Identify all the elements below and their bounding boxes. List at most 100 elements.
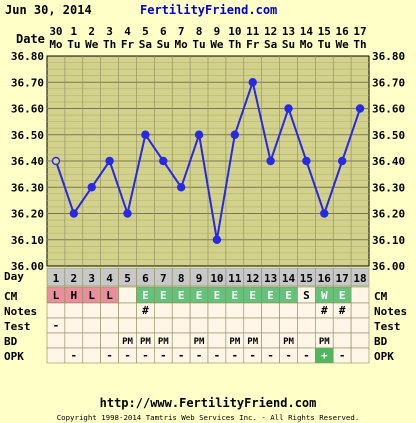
date-tick-label: 12 bbox=[264, 25, 277, 38]
notes-cell bbox=[82, 302, 101, 319]
y-tick-label-left: 36.50 bbox=[11, 129, 44, 142]
date-tick-label: 9 bbox=[214, 25, 221, 38]
test-cell bbox=[64, 317, 84, 334]
opk-row-label: OPK bbox=[4, 350, 24, 363]
day-value: 2 bbox=[71, 272, 78, 285]
notes-cell bbox=[100, 302, 119, 319]
notes-value: # bbox=[142, 304, 149, 317]
cm-value: E bbox=[285, 289, 292, 302]
day-value: 16 bbox=[318, 272, 332, 285]
notes-value: # bbox=[339, 304, 346, 317]
bd-cell bbox=[46, 332, 66, 349]
day-value: 9 bbox=[196, 272, 203, 285]
opk-cell bbox=[82, 347, 101, 364]
test-value: - bbox=[53, 319, 60, 332]
day-value: 10 bbox=[210, 272, 223, 285]
weekday-tick-label: Tu bbox=[192, 38, 205, 51]
bd-cell bbox=[171, 332, 191, 349]
y-tick-label-right: 36.40 bbox=[372, 155, 405, 168]
temperature-series bbox=[51, 78, 365, 244]
opk-value: - bbox=[232, 349, 239, 362]
weekday-tick-label: Sa bbox=[139, 38, 152, 51]
notes-value: # bbox=[321, 304, 328, 317]
y-tick-label-left: 36.10 bbox=[11, 234, 44, 247]
temperature-grid: 30Mo1Tu2We3Th4Fr5Sa6Su7Mo8Tu9We10Th11Fr1… bbox=[11, 25, 405, 273]
y-tick-label-right: 36.00 bbox=[372, 260, 405, 273]
opk-value: - bbox=[142, 349, 149, 362]
date-tick-label: 17 bbox=[353, 25, 366, 38]
day-value: 18 bbox=[353, 272, 366, 285]
cm-value: E bbox=[232, 289, 239, 302]
day-value: 8 bbox=[178, 272, 185, 285]
y-tick-label-left: 36.80 bbox=[11, 50, 44, 63]
cm-cell bbox=[350, 286, 370, 304]
date-tick-label: 15 bbox=[318, 25, 331, 38]
temperature-point bbox=[230, 130, 240, 139]
test-cell bbox=[118, 317, 137, 334]
temperature-point bbox=[87, 183, 96, 192]
test-cell bbox=[225, 317, 245, 334]
opk-value: + bbox=[321, 349, 328, 362]
weekday-tick-label: Tu bbox=[67, 38, 80, 51]
notes-cell bbox=[243, 302, 262, 319]
y-tick-label-right: 36.30 bbox=[372, 181, 405, 194]
date-tick-label: 2 bbox=[88, 25, 95, 38]
bd-value: PM bbox=[158, 337, 169, 347]
y-tick-label-right: 36.10 bbox=[372, 234, 405, 247]
weekday-tick-label: Mo bbox=[300, 38, 314, 51]
opk-value: - bbox=[71, 349, 78, 362]
test-cell bbox=[315, 317, 334, 334]
temperature-point bbox=[355, 104, 365, 113]
opk-value: - bbox=[303, 349, 310, 362]
bd-value: PM bbox=[122, 337, 133, 347]
day-value: 14 bbox=[282, 272, 296, 285]
weekday-tick-label: We bbox=[336, 38, 350, 51]
weekday-tick-label: Fr bbox=[246, 38, 260, 51]
y-tick-label-right: 36.80 bbox=[372, 50, 405, 63]
day-value: 6 bbox=[142, 272, 149, 285]
y-tick-label-right: 36.50 bbox=[372, 129, 405, 142]
weekday-tick-label: Mo bbox=[175, 38, 189, 51]
day-value: 13 bbox=[264, 272, 277, 285]
notes-cell bbox=[46, 302, 66, 319]
y-tick-label-left: 36.20 bbox=[11, 208, 44, 221]
day-value: 12 bbox=[246, 272, 259, 285]
bd-cell bbox=[297, 332, 316, 349]
bd-row-label: BD bbox=[4, 335, 18, 348]
date-row-label: Date bbox=[16, 32, 45, 46]
day-value: 4 bbox=[106, 272, 113, 285]
notes-cell bbox=[64, 302, 84, 319]
footer-copyright: Copyright 1998-2014 Tamtris Web Services… bbox=[57, 413, 360, 422]
date-tick-label: 13 bbox=[282, 25, 295, 38]
date-tick-label: 14 bbox=[300, 25, 314, 38]
site-name[interactable]: FertilityFriend.com bbox=[140, 3, 277, 17]
date-tick-label: 6 bbox=[160, 25, 167, 38]
date-tick-label: 16 bbox=[336, 25, 350, 38]
cm-value: E bbox=[196, 289, 203, 302]
y-tick-label-right: 36.70 bbox=[372, 76, 405, 89]
date-tick-label: 3 bbox=[106, 25, 113, 38]
temperature-point bbox=[337, 156, 347, 166]
test-cell bbox=[189, 317, 209, 334]
temperature-point bbox=[123, 209, 132, 218]
footer-url[interactable]: http://www.FertilityFriend.com bbox=[100, 396, 317, 410]
cm-value: S bbox=[303, 289, 310, 302]
opk-value: - bbox=[124, 349, 131, 362]
opk-value: - bbox=[106, 349, 113, 362]
day-cell bbox=[350, 267, 370, 287]
temperature-point bbox=[266, 156, 275, 166]
test-cell bbox=[82, 317, 101, 334]
temperature-point bbox=[176, 183, 186, 192]
weekday-tick-label: Tu bbox=[318, 38, 331, 51]
opk-value: - bbox=[339, 349, 346, 362]
weekday-tick-label: We bbox=[85, 38, 99, 51]
test-cell bbox=[297, 317, 316, 334]
opk-cell bbox=[350, 347, 370, 364]
opk-value: - bbox=[214, 349, 221, 362]
date-tick-label: 10 bbox=[228, 25, 241, 38]
test-cell bbox=[207, 317, 227, 334]
cm-value: L bbox=[88, 289, 95, 302]
date-tick-label: 8 bbox=[196, 25, 203, 38]
temperature-point bbox=[194, 130, 204, 139]
